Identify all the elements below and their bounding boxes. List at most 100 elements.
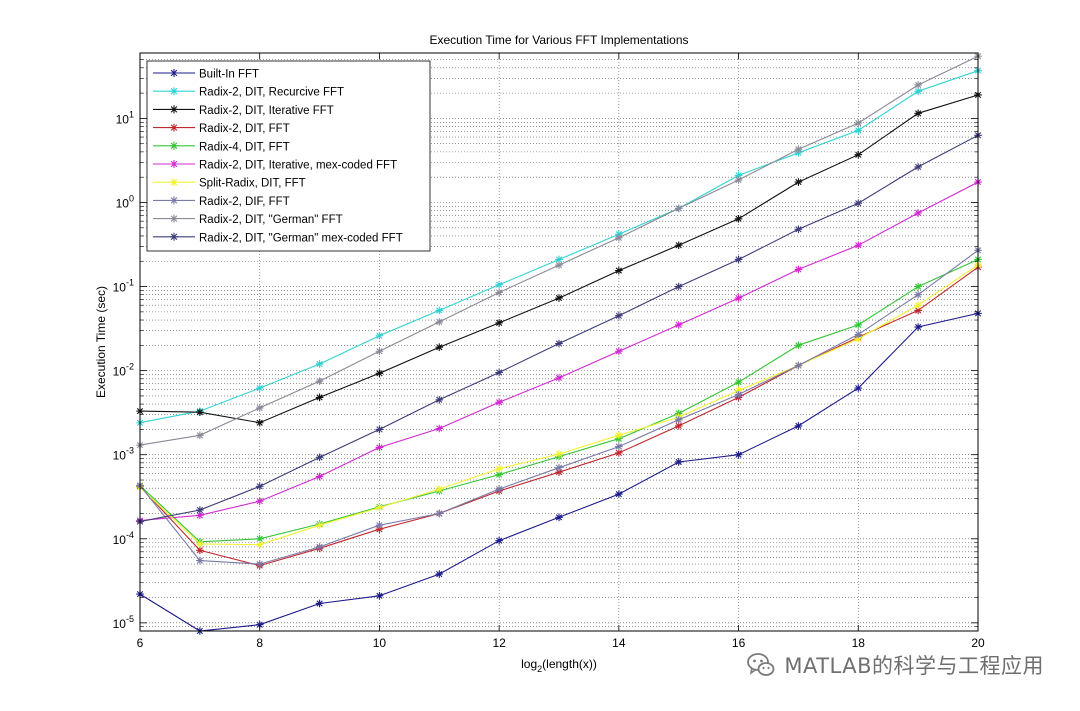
data-point-marker bbox=[315, 599, 324, 608]
legend-marker bbox=[170, 178, 178, 187]
data-point-marker bbox=[196, 511, 204, 520]
y-tick-label: 10-4 bbox=[113, 530, 134, 547]
legend-marker bbox=[170, 196, 178, 205]
legend-entry: Built-In FFT bbox=[153, 69, 259, 81]
data-point-marker bbox=[315, 360, 324, 368]
data-point-marker bbox=[495, 485, 503, 493]
data-point-marker bbox=[794, 178, 803, 186]
data-point-marker bbox=[375, 525, 384, 534]
data-point-marker bbox=[495, 280, 503, 289]
data-point-marker bbox=[674, 422, 683, 430]
data-point-marker bbox=[854, 384, 863, 392]
data-point-marker bbox=[375, 443, 384, 452]
y-tick-label-base: 10 bbox=[113, 449, 127, 463]
y-tick-label-exponent: -5 bbox=[126, 614, 134, 624]
data-point-marker bbox=[914, 301, 922, 310]
x-tick-label: 8 bbox=[256, 636, 263, 650]
series-7 bbox=[136, 261, 982, 549]
x-axis-label-base: log bbox=[521, 657, 537, 671]
data-point-marker bbox=[674, 282, 683, 291]
data-point-marker bbox=[854, 334, 863, 343]
legend-marker bbox=[170, 87, 178, 96]
data-point-marker bbox=[555, 339, 563, 348]
legend-label: Split-Radix, DIT, FFT bbox=[199, 178, 306, 190]
data-point-marker bbox=[435, 343, 444, 352]
legend-marker bbox=[170, 214, 178, 223]
data-point-marker bbox=[794, 225, 803, 234]
data-point-marker bbox=[435, 318, 444, 326]
data-point-marker bbox=[375, 591, 384, 600]
y-tick-label-base: 10 bbox=[113, 533, 127, 547]
data-point-marker bbox=[555, 261, 563, 269]
data-point-marker bbox=[914, 323, 922, 331]
series-1 bbox=[136, 309, 982, 635]
watermark: MATLAB的科学与工程应用 bbox=[746, 650, 1044, 680]
data-point-marker bbox=[196, 408, 204, 417]
data-point-marker bbox=[854, 150, 863, 159]
data-point-marker bbox=[375, 521, 384, 530]
data-point-marker bbox=[255, 497, 264, 505]
y-tick-label: 100 bbox=[116, 193, 134, 210]
legend-label: Radix-2, DIT, Iterative, mex-coded FFT bbox=[199, 160, 397, 172]
legend-entry: Radix-2, DIT, "German" FFT bbox=[153, 214, 343, 226]
legend-box bbox=[146, 60, 431, 252]
y-tick-label-exponent: -2 bbox=[126, 362, 134, 372]
data-point-marker bbox=[914, 109, 922, 118]
axes-box bbox=[139, 52, 979, 632]
data-point-marker bbox=[196, 506, 204, 514]
x-axis-label-rest: (length(x)) bbox=[542, 657, 597, 671]
data-point-marker bbox=[734, 390, 743, 399]
data-point-marker bbox=[555, 463, 563, 472]
data-point-marker bbox=[854, 330, 863, 339]
data-point-marker bbox=[255, 620, 264, 629]
data-point-marker bbox=[854, 241, 863, 250]
data-point-marker bbox=[734, 386, 743, 395]
data-point-marker bbox=[615, 490, 623, 498]
data-point-marker bbox=[674, 458, 683, 466]
data-point-marker bbox=[255, 482, 264, 491]
data-point-marker bbox=[674, 416, 683, 424]
data-point-marker bbox=[375, 347, 384, 356]
legend-label: Radix-2, DIF, FFT bbox=[199, 196, 290, 208]
y-tick-label-base: 10 bbox=[113, 281, 127, 295]
data-point-marker bbox=[555, 450, 563, 458]
legend-entry: Radix-2, DIT, Iterative, mex-coded FFT bbox=[153, 160, 397, 172]
data-point-marker bbox=[435, 424, 444, 433]
data-point-marker bbox=[615, 347, 623, 356]
data-point-marker bbox=[495, 536, 503, 545]
data-point-marker bbox=[255, 404, 264, 412]
x-tick-label: 10 bbox=[373, 636, 387, 650]
y-tick-label: 101 bbox=[116, 109, 134, 126]
data-point-marker bbox=[315, 472, 324, 481]
data-point-marker bbox=[914, 163, 922, 171]
legend-entry: Radix-4, DIT, FFT bbox=[153, 141, 290, 153]
y-tick-label-base: 10 bbox=[116, 196, 130, 210]
data-point-marker bbox=[674, 241, 683, 250]
data-point-marker bbox=[854, 119, 863, 127]
data-point-marker bbox=[555, 468, 563, 476]
y-tick-label: 10-1 bbox=[113, 278, 134, 295]
legend: Built-In FFT Radix-2, DIT, Recurcive FFT R… bbox=[146, 60, 431, 252]
y-tick-label-exponent: -4 bbox=[126, 530, 134, 540]
data-point-marker bbox=[674, 321, 683, 329]
data-point-marker bbox=[435, 395, 444, 404]
data-point-marker bbox=[555, 513, 563, 522]
legend-marker bbox=[170, 105, 178, 114]
y-tick-label-base: 10 bbox=[116, 112, 130, 126]
data-point-marker bbox=[196, 431, 204, 440]
x-tick-label: 14 bbox=[612, 636, 626, 650]
data-point-marker bbox=[495, 319, 503, 327]
legend-entry: Radix-2, DIT, FFT bbox=[153, 123, 290, 135]
data-point-marker bbox=[914, 306, 922, 315]
data-point-marker bbox=[734, 171, 743, 180]
data-point-marker bbox=[615, 234, 623, 242]
legend-marker bbox=[170, 123, 178, 132]
legend-label: Radix-2, DIT, Iterative FFT bbox=[199, 105, 334, 117]
watermark-text: MATLAB的科学与工程应用 bbox=[784, 654, 1044, 678]
legend-label: Radix-4, DIT, FFT bbox=[199, 141, 290, 153]
y-tick-label: 10-5 bbox=[113, 614, 134, 631]
plot-lines bbox=[136, 52, 982, 635]
data-point-marker bbox=[196, 546, 204, 555]
